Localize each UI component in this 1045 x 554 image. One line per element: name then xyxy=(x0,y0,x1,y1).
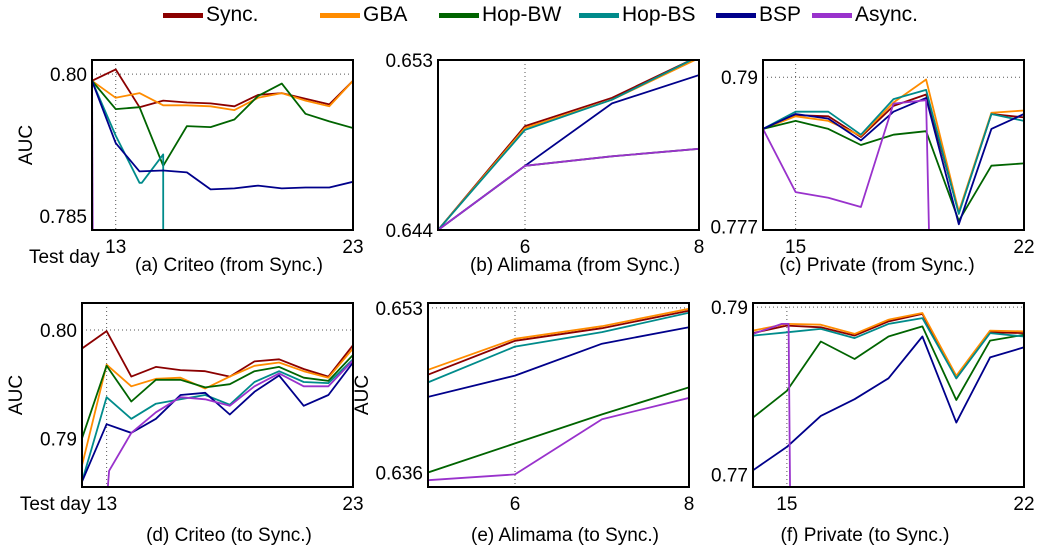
x-tick-label: 6 xyxy=(510,494,521,515)
x-axis-label: Test day xyxy=(20,494,91,515)
series-line-sync xyxy=(428,309,689,376)
y-tick-label: 0.80 xyxy=(40,321,77,342)
x-tick-label: 6 xyxy=(520,237,531,258)
legend-swatch xyxy=(320,12,360,18)
legend-item-sync: Sync. xyxy=(163,3,259,27)
legend-item-hop-bw: Hop-BW xyxy=(439,3,561,27)
x-axis-label: Test day xyxy=(29,247,100,268)
series-line-gba xyxy=(438,60,698,230)
legend-item-bsp: BSP xyxy=(716,3,801,27)
series-line-async xyxy=(753,322,791,487)
series-line-bsp xyxy=(428,326,689,398)
panel-6: 0.77 0.79 15 22 (f) Private (to Sync.) xyxy=(711,298,1035,546)
x-tick-label: 15 xyxy=(785,237,806,258)
plot-frame xyxy=(91,59,354,231)
panel-caption: (f) Private (to Sync.) xyxy=(781,525,950,546)
legend-swatch xyxy=(812,12,852,18)
series-line-sync xyxy=(92,68,353,109)
x-tick-label: 22 xyxy=(1013,494,1034,515)
x-tick-label: 13 xyxy=(105,237,126,258)
series-line-bsp xyxy=(92,80,353,191)
x-tick-label: 23 xyxy=(342,494,363,515)
x-tick-label: 15 xyxy=(776,494,797,515)
legend-item-gba: GBA xyxy=(320,3,407,27)
x-tick-label: 22 xyxy=(1013,237,1034,258)
x-tick-label: 13 xyxy=(96,494,117,515)
legend-swatch xyxy=(439,12,479,18)
series-line-hop-bw xyxy=(82,354,353,439)
legend-swatch xyxy=(716,12,756,18)
series-line-bsp xyxy=(82,361,353,482)
legend-swatch xyxy=(163,12,203,18)
series-line-hop-bw xyxy=(753,325,1024,419)
plot-frame xyxy=(427,302,690,488)
panel-caption: (d) Criteo (to Sync.) xyxy=(146,525,312,546)
y-tick-label: 0.653 xyxy=(385,51,433,72)
legend-label: BSP xyxy=(759,3,802,26)
x-tick-label: 8 xyxy=(684,494,695,515)
y-tick-label: 0.785 xyxy=(39,207,87,228)
series-line-async xyxy=(763,99,930,230)
series-line-hop-bs xyxy=(82,358,353,482)
panel-caption: (a) Criteo (from Sync.) xyxy=(135,255,323,276)
series-line-hop-bw xyxy=(92,80,353,167)
y-tick-label: 0.79 xyxy=(721,68,758,89)
series-line-async xyxy=(438,147,699,230)
y-tick-label: 0.777 xyxy=(710,218,758,239)
y-axis-label: AUC xyxy=(16,125,37,165)
chart-legend: Sync. GBA Hop-BW Hop-BS BSP Async. xyxy=(0,0,1045,32)
legend-swatch xyxy=(579,12,619,18)
x-tick-label: 23 xyxy=(342,237,363,258)
y-tick-label: 0.77 xyxy=(711,465,748,486)
panel-4: 0.79 0.80 13 23 Test day AUC (d) Criteo (to Sy… xyxy=(6,302,364,546)
legend-label: Hop-BW xyxy=(482,3,562,26)
series-line-hop-bw xyxy=(428,386,689,474)
y-tick-label: 0.636 xyxy=(375,463,423,484)
series-line-hop-bs xyxy=(92,80,165,230)
panel-5: 0.636 0.653 6 8 AUC (e) Alimama (to Sync.) xyxy=(352,299,694,546)
series-line-bsp xyxy=(763,97,1024,226)
series-line-gba xyxy=(428,307,689,371)
series-line-sync xyxy=(438,60,694,230)
y-tick-label: 0.653 xyxy=(375,299,423,320)
series-line-bsp xyxy=(753,335,1024,472)
series-line-hop-bs xyxy=(428,311,689,384)
legend-label: GBA xyxy=(363,3,408,26)
y-tick-label: 0.79 xyxy=(40,429,77,450)
panel-caption: (b) Alimama (from Sync.) xyxy=(470,255,680,276)
legend-label: Hop-BS xyxy=(622,3,696,26)
series-line-hop-bs xyxy=(763,89,1024,215)
series-line-gba xyxy=(753,312,1024,377)
y-axis-label: AUC xyxy=(352,375,373,415)
series-line-gba xyxy=(82,347,353,466)
y-tick-label: 0.79 xyxy=(711,298,748,319)
series-line-gba xyxy=(92,80,353,111)
series-line-async xyxy=(106,359,353,487)
panel-caption: (c) Private (from Sync.) xyxy=(779,255,974,276)
y-tick-label: 0.644 xyxy=(385,221,433,242)
legend-item-async: Async. xyxy=(812,3,918,27)
panel-2: 0.644 0.653 6 8 (b) Alimama (from Sync.) xyxy=(385,51,704,276)
legend-item-hop-bs: Hop-BS xyxy=(579,3,696,27)
panel-1: 0.785 0.80 13 23 Test day AUC (a) Criteo (from… xyxy=(16,59,364,276)
panel-3: 0.777 0.79 15 22 (c) Private (from Sync.) xyxy=(710,59,1035,276)
panel-caption: (e) Alimama (to Sync.) xyxy=(471,525,659,546)
plot-frame xyxy=(81,302,354,488)
plot-frame xyxy=(437,59,700,231)
plot-frame xyxy=(762,59,1025,231)
series-line-hop-bs xyxy=(438,60,694,230)
series-line-hop-bs xyxy=(753,317,1024,380)
y-axis-label: AUC xyxy=(6,375,27,415)
series-line-hop-bw xyxy=(763,120,1024,222)
plot-frame xyxy=(752,302,1025,488)
x-tick-label: 8 xyxy=(694,237,705,258)
y-tick-label: 0.80 xyxy=(50,65,87,86)
legend-label: Async. xyxy=(855,3,919,26)
legend-label: Sync. xyxy=(206,3,259,26)
series-line-async xyxy=(428,397,689,482)
series-line-sync xyxy=(82,330,353,378)
